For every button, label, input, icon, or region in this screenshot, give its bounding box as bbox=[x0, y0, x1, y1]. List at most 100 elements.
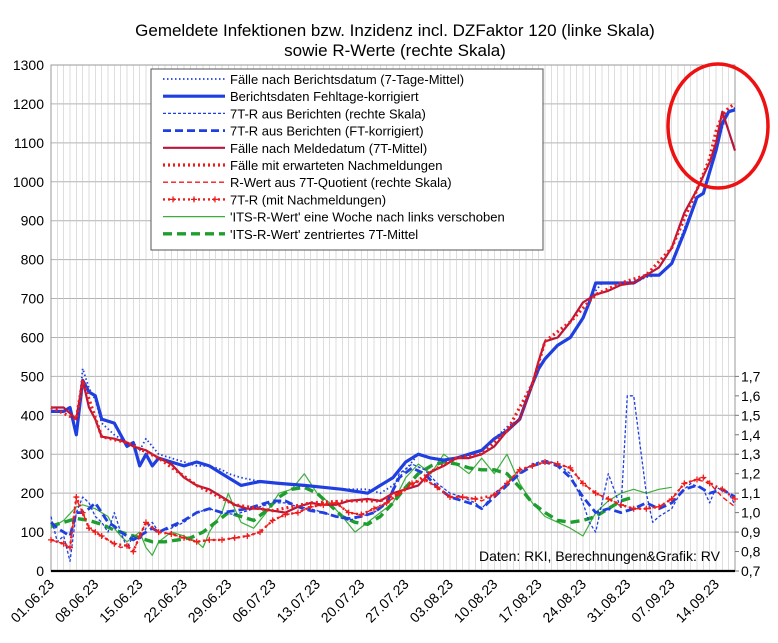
series-marker bbox=[605, 495, 612, 502]
series-marker bbox=[358, 511, 365, 518]
series-marker bbox=[516, 466, 523, 473]
series-marker bbox=[206, 536, 213, 543]
series-marker bbox=[111, 540, 118, 547]
left-tick-label: 900 bbox=[21, 213, 45, 229]
left-tick-label: 300 bbox=[21, 446, 45, 462]
series-marker bbox=[732, 495, 738, 502]
chart-title-line1: Gemeldete Infektionen bzw. Inzidenz incl… bbox=[135, 21, 655, 40]
series-marker bbox=[491, 492, 498, 499]
series-marker bbox=[529, 462, 536, 469]
series-marker bbox=[719, 486, 726, 493]
series-marker bbox=[668, 495, 675, 502]
series-marker bbox=[320, 501, 327, 508]
left-tick-label: 0 bbox=[36, 563, 44, 579]
source-annotation: Daten: RKI, Berechnungen&Grafik: RV bbox=[479, 548, 721, 564]
x-tick-label: 06.07.23 bbox=[229, 576, 279, 626]
series-marker bbox=[383, 499, 390, 506]
series-line bbox=[50, 460, 736, 553]
x-tick-label: 03.08.23 bbox=[406, 576, 456, 626]
left-tick-label: 1200 bbox=[13, 96, 44, 112]
series-marker bbox=[136, 532, 143, 539]
left-tick-label: 800 bbox=[21, 252, 45, 268]
left-tick-label: 500 bbox=[21, 368, 45, 384]
series-marker bbox=[472, 495, 479, 502]
x-tick-label: 14.09.23 bbox=[672, 576, 722, 626]
series-marker bbox=[193, 538, 200, 545]
series-marker bbox=[333, 499, 339, 506]
series-marker bbox=[181, 534, 187, 541]
series-marker bbox=[79, 509, 86, 516]
left-tick-label: 1000 bbox=[13, 174, 44, 190]
series-marker bbox=[706, 480, 713, 487]
legend-label: Fälle mit erwarteten Nachmeldungen bbox=[230, 158, 442, 173]
highlight-ellipse bbox=[666, 62, 770, 190]
series-marker bbox=[130, 548, 137, 555]
series-marker bbox=[143, 519, 149, 526]
series-marker bbox=[554, 460, 561, 467]
left-tick-label: 200 bbox=[21, 485, 45, 501]
x-tick-label: 29.06.23 bbox=[185, 576, 235, 626]
series-marker bbox=[643, 505, 650, 512]
right-tick-label: 0,7 bbox=[741, 563, 761, 579]
series-marker bbox=[345, 509, 352, 516]
legend-label: 7T-R aus Berichten (FT-korrigiert) bbox=[230, 124, 424, 139]
series-marker bbox=[244, 532, 251, 539]
right-axis: 0,7 0,8 0,9 1,0 1,1 1,2 1,3 1,4 1,5 1,6 1,7 bbox=[735, 368, 761, 579]
right-tick-label: 1,0 bbox=[741, 505, 761, 521]
series-marker bbox=[231, 534, 238, 541]
series-marker bbox=[124, 542, 130, 549]
legend-marker bbox=[191, 196, 197, 203]
x-tick-label: 22.06.23 bbox=[140, 576, 190, 626]
right-tick-label: 0,9 bbox=[741, 524, 761, 540]
chart-title-line2: sowie R-Werte (rechte Skala) bbox=[284, 41, 506, 60]
series-marker bbox=[434, 484, 441, 491]
series-marker bbox=[155, 529, 162, 536]
series-marker bbox=[592, 490, 599, 497]
legend-label: 'ITS-R-Wert' zentriertes 7T-Mittel bbox=[230, 227, 418, 242]
x-tick-label: 13.07.23 bbox=[273, 576, 323, 626]
x-tick-label: 20.07.23 bbox=[318, 576, 368, 626]
series-marker bbox=[567, 464, 574, 471]
legend-label: 7T-R (mit Nachmeldungen) bbox=[230, 192, 386, 207]
series-marker bbox=[269, 517, 276, 524]
right-tick-label: 1,2 bbox=[741, 466, 761, 482]
right-tick-label: 1,4 bbox=[741, 427, 761, 443]
series-marker bbox=[618, 501, 624, 508]
x-tick-label: 01.06.23 bbox=[7, 576, 57, 626]
series-line bbox=[50, 460, 635, 544]
legend: Fälle nach Berichtsdatum (7-Tage-Mittel)… bbox=[150, 68, 544, 251]
series-marker bbox=[694, 476, 700, 483]
x-tick-label: 07.09.23 bbox=[628, 576, 678, 626]
series-marker bbox=[219, 536, 225, 543]
right-tick-label: 1,5 bbox=[741, 407, 761, 423]
series-marker bbox=[168, 531, 175, 538]
series-marker bbox=[421, 476, 428, 483]
series-marker bbox=[48, 536, 54, 543]
legend-label: Fälle nach Berichtsdatum (7-Tage-Mittel) bbox=[230, 72, 464, 87]
x-tick-label: 24.08.23 bbox=[539, 576, 589, 626]
legend-label: 7T-R aus Berichten (rechte Skala) bbox=[230, 106, 426, 121]
x-tick-label: 31.08.23 bbox=[584, 576, 634, 626]
series-marker bbox=[282, 511, 289, 518]
series-marker bbox=[580, 480, 586, 487]
left-tick-label: 700 bbox=[21, 291, 45, 307]
left-tick-label: 100 bbox=[21, 524, 45, 540]
legend-box bbox=[150, 68, 544, 251]
legend-label: R-Wert aus 7T-Quotient (rechte Skala) bbox=[230, 175, 452, 190]
series-marker bbox=[447, 494, 453, 501]
series-marker bbox=[92, 529, 99, 536]
right-tick-label: 1,6 bbox=[741, 388, 761, 404]
series-marker bbox=[371, 505, 377, 512]
right-tick-label: 1,1 bbox=[741, 485, 761, 501]
series-layer bbox=[48, 102, 738, 562]
series-marker bbox=[681, 480, 688, 487]
left-axis: 0 100 200 300 400 500 600 700 800 900 1000 1100 1200… bbox=[13, 57, 44, 579]
x-tick-label: 27.07.23 bbox=[362, 576, 412, 626]
right-tick-label: 1,3 bbox=[741, 446, 761, 462]
series-marker bbox=[73, 494, 80, 501]
series-marker bbox=[67, 544, 73, 551]
series-marker bbox=[295, 509, 301, 516]
x-tick-label: 15.06.23 bbox=[96, 576, 146, 626]
right-tick-label: 0,8 bbox=[741, 544, 761, 560]
left-tick-label: 1100 bbox=[14, 135, 44, 151]
